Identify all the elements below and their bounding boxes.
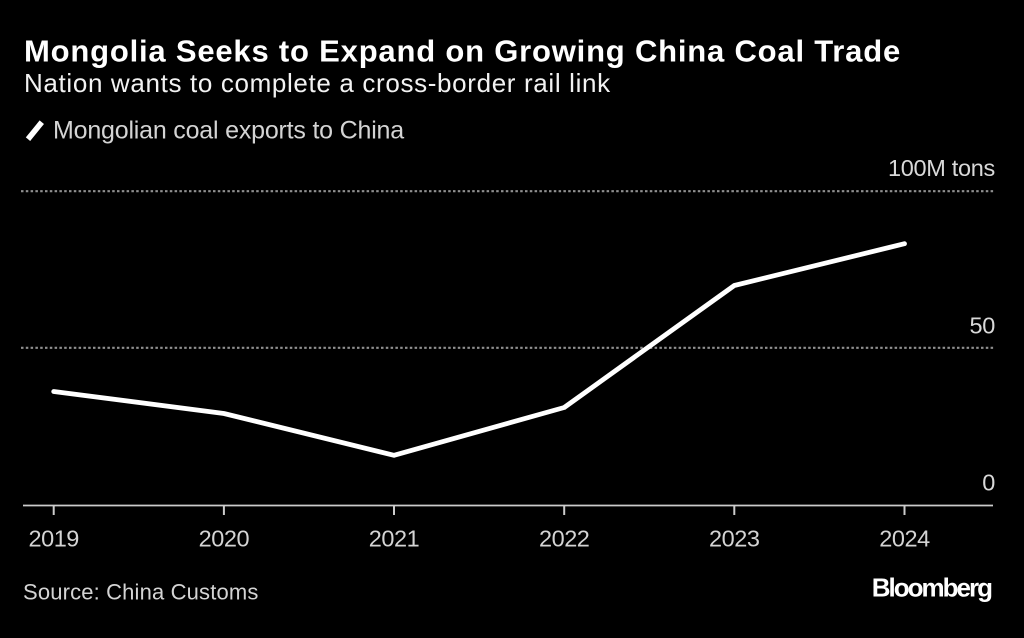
- svg-text:Bloomberg: Bloomberg: [872, 573, 992, 603]
- svg-text:2024: 2024: [879, 526, 930, 552]
- svg-text:Nation wants to complete a cro: Nation wants to complete a cross-border …: [24, 68, 611, 98]
- svg-text:0: 0: [982, 470, 995, 496]
- svg-text:Mongolian coal exports to Chin: Mongolian coal exports to China: [53, 117, 404, 145]
- svg-text:2020: 2020: [199, 526, 250, 552]
- svg-text:2022: 2022: [539, 526, 589, 552]
- svg-text:50: 50: [969, 312, 995, 338]
- svg-text:2023: 2023: [709, 526, 760, 552]
- svg-text:2019: 2019: [28, 526, 78, 552]
- svg-text:2021: 2021: [369, 526, 419, 552]
- svg-text:100M tons: 100M tons: [888, 155, 995, 181]
- svg-text:Source: China Customs: Source: China Customs: [23, 579, 258, 604]
- svg-text:Mongolia Seeks to Expand on Gr: Mongolia Seeks to Expand on Growing Chin…: [24, 33, 901, 68]
